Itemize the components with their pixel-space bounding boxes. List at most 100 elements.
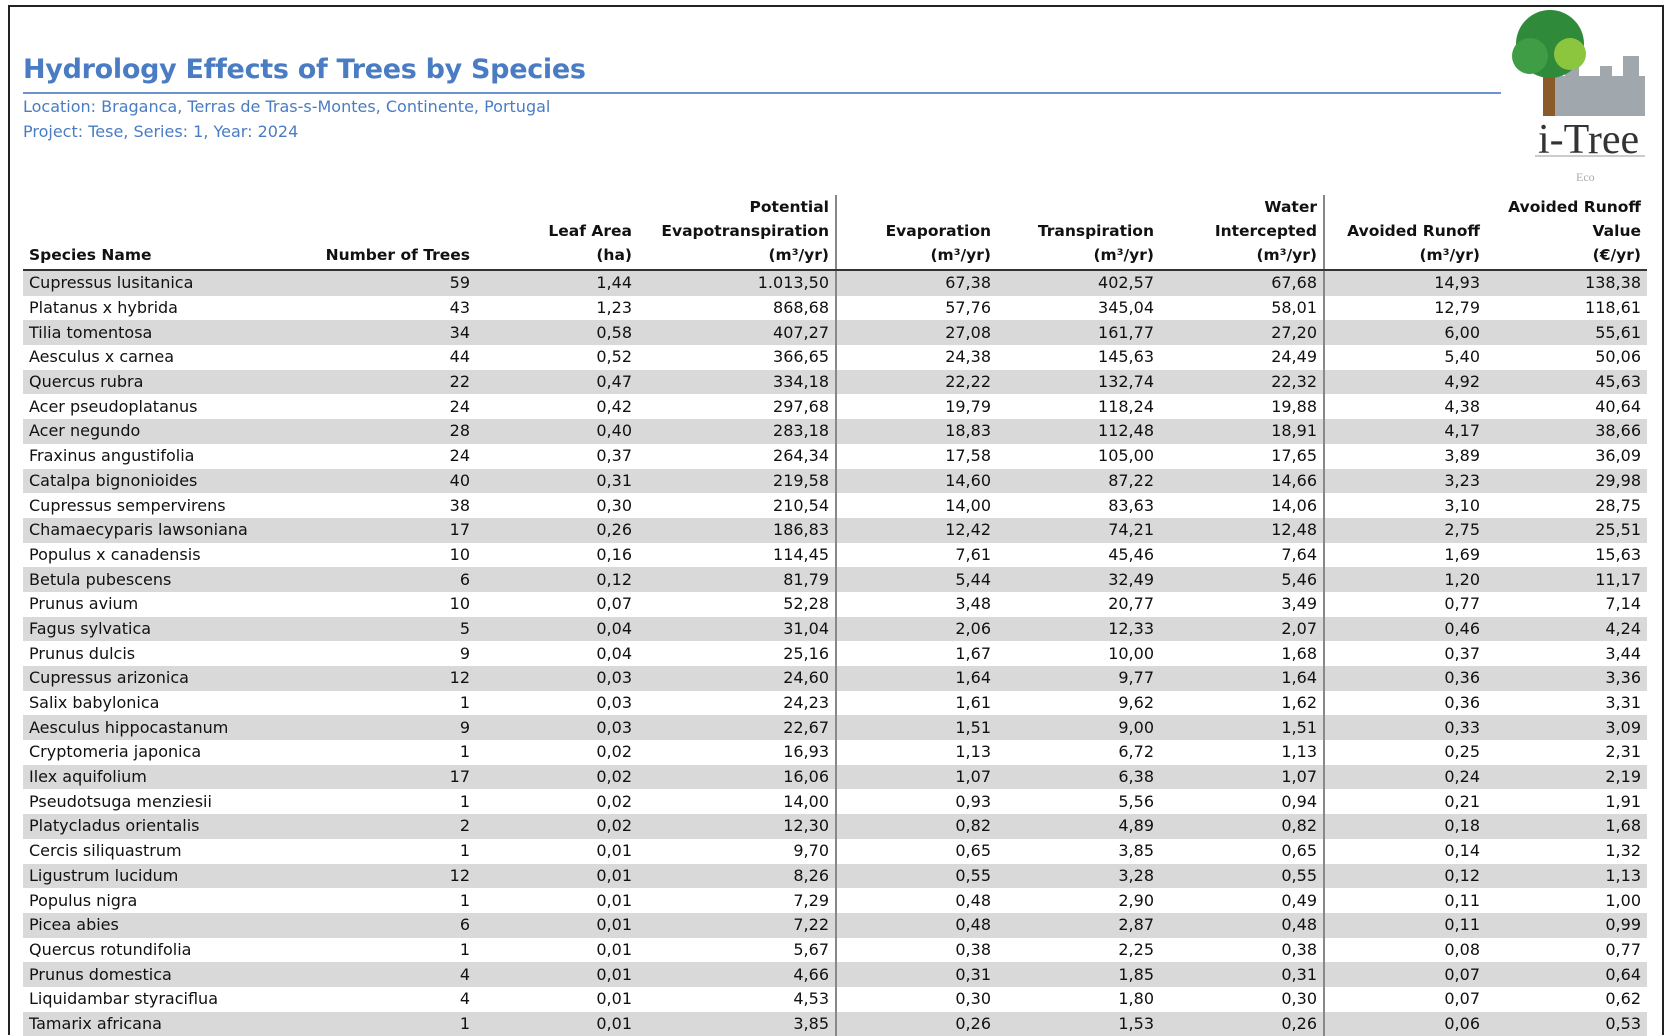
value-cell: 1 — [459, 939, 470, 959]
value-cell: 0,58 — [476, 320, 638, 346]
value-cell: 0,02 — [476, 764, 638, 790]
value-cell: 0,94 — [1160, 789, 1325, 815]
value-cell: 219,58 — [638, 468, 837, 494]
value-cell: 1,13 — [1486, 863, 1647, 889]
value-cell: 0,62 — [1605, 989, 1641, 1009]
column-header: Avoided Runoff Value (€/yr) — [1486, 195, 1647, 271]
value-cell: 36,09 — [1595, 446, 1641, 466]
value-cell: 5,67 — [638, 937, 837, 963]
value-cell: 0,26 — [836, 1011, 997, 1036]
value-cell: 1 — [459, 841, 470, 861]
value-cell: 87,22 — [997, 468, 1160, 494]
value-cell: 9,70 — [638, 838, 837, 864]
value-cell: 2 — [308, 814, 476, 839]
value-cell: 0,48 — [1160, 912, 1325, 938]
value-cell: 10 — [449, 594, 470, 614]
value-cell: 10 — [449, 544, 470, 564]
value-cell: 17 — [308, 764, 476, 790]
value-cell: 118,61 — [1585, 298, 1641, 318]
value-cell: 3,85 — [1118, 841, 1154, 861]
value-cell: 6 — [308, 567, 476, 592]
value-cell: 24 — [449, 446, 470, 466]
table-row: Pseudotsuga menziesii 1 0,02 14,00 0,93 5,56 0… — [23, 789, 1647, 815]
hydrology-table: Species Name Number of Trees Leaf Area (ha)… — [23, 195, 1647, 1036]
value-cell: 24 — [449, 396, 470, 416]
value-cell: 3,89 — [1444, 446, 1480, 466]
value-cell: 0,48 — [955, 890, 991, 910]
value-cell: 22,22 — [836, 369, 997, 395]
value-cell: 5,44 — [836, 567, 997, 592]
value-cell: 1,51 — [1160, 715, 1325, 741]
value-cell: 0,02 — [596, 791, 632, 811]
column-header: Number of Trees — [308, 195, 476, 271]
value-cell: 0,38 — [955, 939, 991, 959]
value-cell: 28,75 — [1595, 495, 1641, 515]
value-cell: 0,07 — [596, 594, 632, 614]
value-cell: 1,13 — [955, 742, 991, 762]
species-cell: Betula pubescens — [23, 567, 308, 592]
value-cell: 4,24 — [1486, 616, 1647, 642]
species-cell: Platycladus orientalis — [23, 814, 308, 839]
value-cell: 34 — [308, 320, 476, 346]
column-label: Potential Evapotranspiration — [661, 198, 829, 240]
value-cell: 0,37 — [596, 446, 632, 466]
value-cell: 2,07 — [1160, 616, 1325, 642]
species-cell: Quercus rotundifolia — [29, 939, 192, 959]
column-label: Transpiration — [1037, 222, 1154, 240]
value-cell: 50,06 — [1595, 347, 1641, 367]
value-cell: 0,01 — [596, 841, 632, 861]
value-cell: 15,63 — [1595, 544, 1641, 564]
value-cell: 0,18 — [1324, 814, 1486, 839]
value-cell: 0,12 — [476, 567, 638, 592]
value-cell: 1,13 — [1160, 740, 1325, 765]
value-cell: 138,38 — [1486, 270, 1647, 296]
value-cell: 161,77 — [997, 320, 1160, 346]
value-cell: 0,02 — [596, 742, 632, 762]
value-cell: 3,44 — [1605, 643, 1641, 663]
value-cell: 0,52 — [596, 347, 632, 367]
value-cell: 0,55 — [836, 863, 997, 889]
value-cell: 14,06 — [1160, 493, 1325, 518]
table-row: Prunus dulcis 9 0,04 25,16 1,67 10,00 1,68 0,37… — [23, 641, 1647, 666]
value-cell: 4,92 — [1324, 369, 1486, 395]
value-cell: 0,14 — [1444, 841, 1480, 861]
species-cell: Catalpa bignonioides — [23, 468, 308, 494]
column-label: Evaporation — [885, 222, 991, 240]
species-cell: Prunus domestica — [23, 962, 308, 987]
species-cell: Platanus x hybrida — [29, 298, 178, 318]
table-row: Platycladus orientalis 2 0,02 12,30 0,82 4,89… — [23, 814, 1647, 839]
value-cell: 40 — [308, 468, 476, 494]
value-cell: 112,48 — [997, 419, 1160, 444]
value-cell: 1,85 — [997, 962, 1160, 987]
value-cell: 0,47 — [476, 369, 638, 395]
value-cell: 14,00 — [945, 495, 991, 515]
value-cell: 407,27 — [638, 320, 837, 346]
value-cell: 0,31 — [1160, 962, 1325, 987]
table-row: Cercis siliquastrum 1 0,01 9,70 0,65 3,85 0,65… — [23, 838, 1647, 864]
value-cell: 17 — [308, 517, 476, 543]
species-cell: Prunus avium — [29, 594, 139, 614]
value-cell: 0,82 — [1160, 814, 1325, 839]
species-cell: Prunus dulcis — [29, 643, 136, 663]
value-cell: 1,91 — [1605, 791, 1641, 811]
column-header: Leaf Area (ha) — [476, 195, 638, 271]
value-cell: 114,45 — [638, 542, 837, 568]
value-cell: 0,07 — [1444, 989, 1480, 1009]
value-cell: 22,32 — [1160, 369, 1325, 395]
value-cell: 31,04 — [638, 616, 837, 642]
value-cell: 3,49 — [1160, 591, 1325, 617]
table-row: Acer pseudoplatanus 24 0,42 297,68 19,79 118,… — [23, 394, 1647, 420]
value-cell: 10,00 — [1108, 643, 1154, 663]
value-cell: 0,12 — [1324, 863, 1486, 889]
column-unit: (m³/yr) — [1093, 246, 1154, 264]
value-cell: 1,68 — [1160, 641, 1325, 666]
value-cell: 0,37 — [1444, 643, 1480, 663]
value-cell: 3,36 — [1486, 666, 1647, 691]
table-row: Cupressus arizonica 12 0,03 24,60 1,64 9,77 1,… — [23, 666, 1647, 691]
value-cell: 18,83 — [836, 419, 997, 444]
value-cell: 0,31 — [476, 468, 638, 494]
value-cell: 0,26 — [1160, 1011, 1325, 1036]
table-row: Quercus rotundifolia 1 0,01 5,67 0,38 2,25 0,3… — [23, 937, 1647, 963]
value-cell: 0,36 — [1444, 693, 1480, 713]
species-cell: Populus nigra — [29, 890, 138, 910]
